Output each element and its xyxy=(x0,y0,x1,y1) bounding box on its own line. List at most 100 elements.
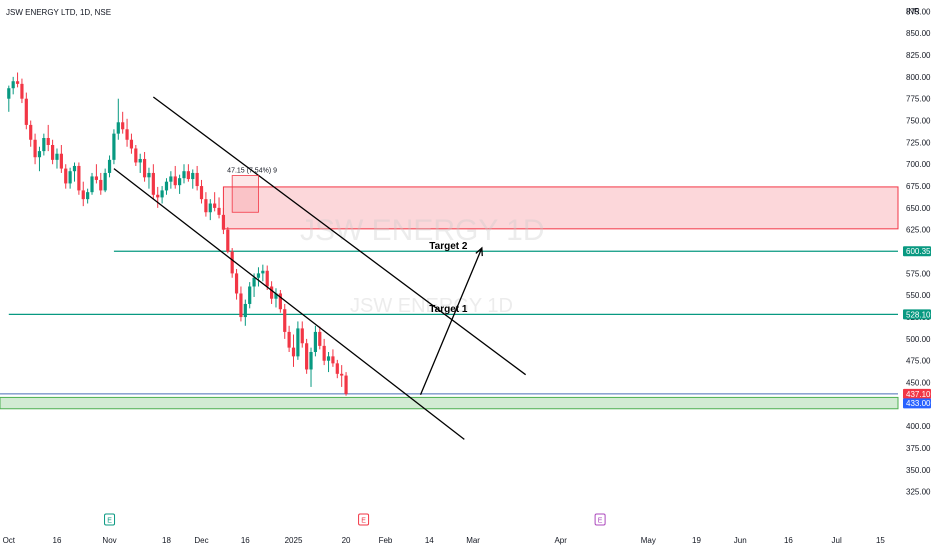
candle-body xyxy=(55,153,59,160)
candle-body xyxy=(230,251,234,274)
candle xyxy=(256,267,261,287)
candle-body xyxy=(33,139,37,158)
candle xyxy=(296,321,300,360)
y-tick-label: 825.00 xyxy=(906,51,931,60)
candle-body xyxy=(11,81,15,89)
candle xyxy=(86,188,90,204)
candle-body xyxy=(309,351,313,370)
candle-body xyxy=(239,293,243,318)
candle-body xyxy=(125,129,129,140)
candle xyxy=(199,179,204,204)
candle xyxy=(335,359,339,379)
candle-body xyxy=(221,214,226,230)
candle-body xyxy=(182,171,186,179)
candle-body xyxy=(256,273,261,278)
price-label-bg xyxy=(903,388,931,399)
candle-body xyxy=(156,194,160,198)
candle-body xyxy=(24,98,28,125)
y-tick-label: 750.00 xyxy=(906,117,931,126)
candle-body xyxy=(318,331,322,346)
x-tick-label: Apr xyxy=(554,536,567,545)
x-tick-label: 16 xyxy=(53,536,62,545)
measure-label: 47.15 (7.54%) 9 xyxy=(227,168,277,175)
candle-body xyxy=(121,122,125,130)
candle xyxy=(230,248,234,278)
candle-body xyxy=(7,88,11,99)
candle xyxy=(68,167,72,189)
candle xyxy=(261,264,265,282)
candle xyxy=(129,133,134,154)
candle xyxy=(125,118,129,147)
y-tick-label: 675.00 xyxy=(906,182,931,191)
candle xyxy=(274,288,278,308)
y-tick-label: 725.00 xyxy=(906,138,931,147)
candle-body xyxy=(213,203,217,208)
candle-body xyxy=(340,373,344,376)
candle xyxy=(29,120,33,147)
candle-body xyxy=(195,172,199,187)
candle-body xyxy=(283,309,287,332)
candle xyxy=(99,172,103,195)
candle-body xyxy=(265,270,269,287)
earnings-marker-letter: E xyxy=(107,518,112,525)
candle xyxy=(309,347,313,387)
price-label-text: 437.10 xyxy=(906,390,931,399)
candle xyxy=(112,129,116,165)
price-label-text: 433.00 xyxy=(906,399,931,408)
candle xyxy=(11,76,15,95)
candle xyxy=(182,164,186,184)
candle-body xyxy=(186,171,190,180)
y-tick-label: 325.00 xyxy=(906,488,931,497)
candle-body xyxy=(217,207,221,215)
channel-upper-line xyxy=(152,96,527,376)
candle-body xyxy=(116,122,120,134)
candle xyxy=(134,144,138,166)
target-arrow-line xyxy=(419,247,483,396)
candle xyxy=(326,351,331,373)
earnings-marker-box xyxy=(594,513,606,526)
candle xyxy=(208,199,212,221)
x-axis[interactable]: Oct 16 Nov 18 Dec 16 2025 20 Feb 14 Mar Apr May 19 Jun… xyxy=(3,513,886,545)
candle-body xyxy=(138,158,142,163)
zones-layer xyxy=(0,186,899,410)
candle xyxy=(94,164,98,184)
x-tick-label: 15 xyxy=(876,536,885,545)
candle xyxy=(142,151,147,182)
candle xyxy=(64,164,68,189)
candle-body xyxy=(37,151,42,158)
candle-body xyxy=(142,158,147,178)
x-tick-label: 16 xyxy=(241,536,250,545)
candle-body xyxy=(261,270,265,274)
demand-zone xyxy=(0,396,899,410)
candle-body xyxy=(72,165,77,172)
price-label: 600.35 xyxy=(903,246,931,257)
candle xyxy=(195,165,199,191)
y-axis[interactable]: 875.00 850.00 825.00 800.00 775.00 750.00 725.… xyxy=(903,7,931,497)
candle xyxy=(305,338,309,374)
candle-body xyxy=(68,171,72,184)
y-tick-label: 500.00 xyxy=(906,335,931,344)
y-tick-label: 350.00 xyxy=(906,466,931,475)
x-tick-label: Mar xyxy=(466,536,480,545)
candle xyxy=(287,325,291,352)
candle xyxy=(151,164,155,200)
candles-layer xyxy=(7,72,348,396)
candle xyxy=(213,192,217,212)
watermark-layer: JSW ENERGY 1D JSW ENERGY 1D xyxy=(300,214,545,317)
y-tick-label: 775.00 xyxy=(906,95,931,104)
target-arrow-head xyxy=(475,246,483,257)
candle xyxy=(239,286,243,322)
x-tick-label: 2025 xyxy=(285,536,303,545)
candle xyxy=(270,281,274,304)
candle xyxy=(164,178,169,195)
y-tick-label: 400.00 xyxy=(906,422,931,431)
candle xyxy=(265,265,269,290)
earnings-marker-box xyxy=(358,513,370,526)
price-label-bg xyxy=(903,398,931,409)
candle-body xyxy=(164,181,169,191)
candle xyxy=(178,174,182,194)
candle xyxy=(46,124,50,152)
candle-body xyxy=(64,168,68,184)
candle xyxy=(283,303,287,339)
